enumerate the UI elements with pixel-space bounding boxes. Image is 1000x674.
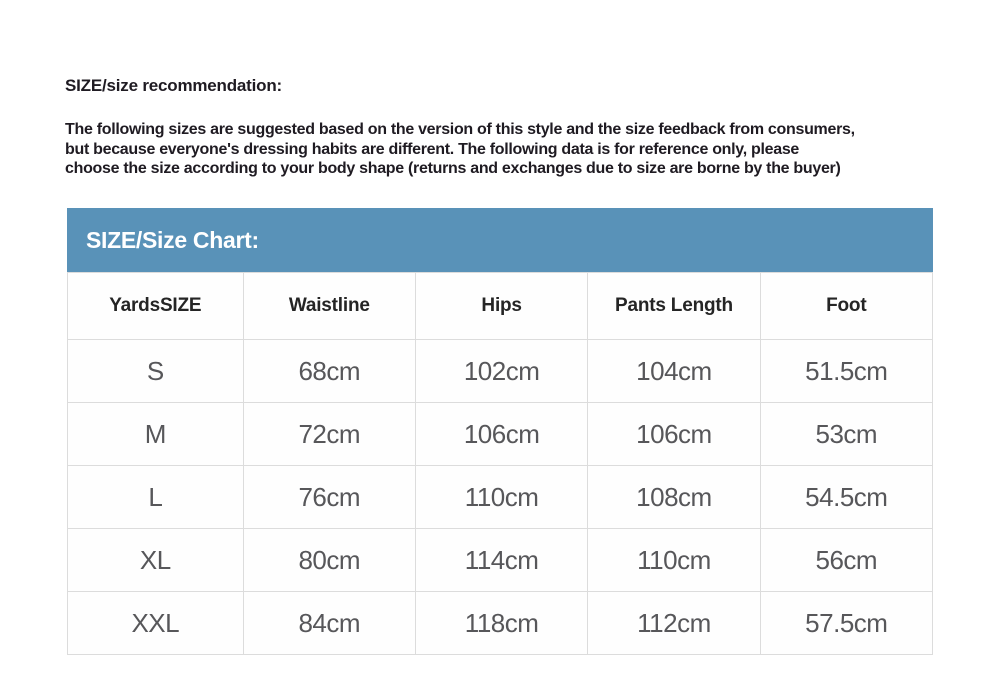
measurement-cell: 76cm bbox=[242, 465, 416, 529]
column-header-foot: Foot bbox=[759, 272, 934, 340]
paragraph-line: but because everyone's dressing habits a… bbox=[65, 140, 800, 158]
measurement-cell: 56cm bbox=[759, 528, 934, 592]
measurement-cell: 114cm bbox=[414, 528, 589, 592]
table-row: L 76cm 110cm 108cm 54.5cm bbox=[67, 465, 934, 529]
measurement-cell: 72cm bbox=[242, 402, 416, 466]
table-row: M 72cm 106cm 106cm 53cm bbox=[67, 402, 934, 466]
size-label-cell: S bbox=[67, 339, 244, 403]
measurement-cell: 106cm bbox=[414, 402, 589, 466]
size-table-body: S 68cm 102cm 104cm 51.5cm M 72cm 106cm 106cm 53cm… bbox=[67, 339, 934, 655]
measurement-cell: 106cm bbox=[587, 402, 761, 466]
measurement-cell: 80cm bbox=[242, 528, 416, 592]
measurement-cell: 118cm bbox=[414, 591, 589, 655]
measurement-cell: 84cm bbox=[242, 591, 416, 655]
size-label-cell: M bbox=[67, 402, 244, 466]
measurement-cell: 54.5cm bbox=[759, 465, 934, 529]
column-header-pants-length: Pants Length bbox=[587, 272, 761, 340]
measurement-cell: 110cm bbox=[587, 528, 761, 592]
measurement-cell: 108cm bbox=[587, 465, 761, 529]
size-chart: SIZE/Size Chart: YardsSIZE Waistline Hip… bbox=[67, 208, 934, 655]
measurement-cell: 53cm bbox=[759, 402, 934, 466]
paragraph-line: choose the size according to your body s… bbox=[65, 160, 841, 177]
size-label-cell: L bbox=[67, 465, 244, 529]
size-table: YardsSIZE Waistline Hips Pants Length Fo… bbox=[67, 272, 934, 655]
size-chart-title: SIZE/Size Chart: bbox=[86, 226, 259, 253]
column-header-waistline: Waistline bbox=[242, 272, 416, 340]
measurement-cell: 102cm bbox=[414, 339, 589, 403]
measurement-cell: 112cm bbox=[587, 591, 761, 655]
size-table-header: YardsSIZE Waistline Hips Pants Length Fo… bbox=[67, 272, 934, 340]
measurement-cell: 51.5cm bbox=[759, 339, 934, 403]
measurement-cell: 68cm bbox=[242, 339, 416, 403]
size-label-cell: XL bbox=[67, 528, 244, 592]
paragraph-line: The following sizes are suggested based … bbox=[65, 121, 855, 138]
size-recommendation-paragraph: The following sizes are suggested based … bbox=[65, 120, 950, 179]
table-row: XXL 84cm 118cm 112cm 57.5cm bbox=[67, 591, 934, 655]
measurement-cell: 104cm bbox=[587, 339, 761, 403]
size-chart-title-bar: SIZE/Size Chart: bbox=[67, 208, 933, 272]
table-row: S 68cm 102cm 104cm 51.5cm bbox=[67, 339, 934, 403]
size-recommendation-heading: SIZE/size recommendation: bbox=[65, 76, 282, 95]
column-header-hips: Hips bbox=[414, 272, 589, 340]
measurement-cell: 110cm bbox=[414, 465, 589, 529]
size-label-cell: XXL bbox=[67, 591, 244, 655]
header-row: YardsSIZE Waistline Hips Pants Length Fo… bbox=[67, 272, 934, 340]
column-header-yards-size: YardsSIZE bbox=[67, 272, 244, 340]
measurement-cell: 57.5cm bbox=[759, 591, 934, 655]
table-row: XL 80cm 114cm 110cm 56cm bbox=[67, 528, 934, 592]
